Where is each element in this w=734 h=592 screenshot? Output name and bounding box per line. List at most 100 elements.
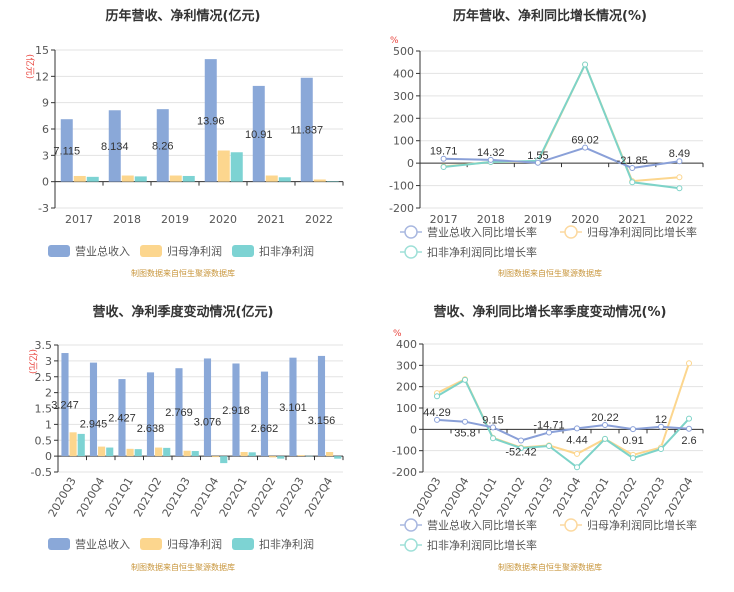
legend-marker-icon xyxy=(404,245,418,259)
data-point xyxy=(630,455,636,462)
bar-1 xyxy=(60,119,73,182)
y-tick-label: 200 xyxy=(396,381,417,394)
data-label: 3.247 xyxy=(51,400,79,412)
legend-marker-icon xyxy=(564,225,578,239)
data-label: 4.44 xyxy=(566,434,587,446)
data-label: 3.101 xyxy=(279,402,307,414)
bar-3 xyxy=(248,452,256,457)
chart-title: 历年营收、净利同比增长情况(%) xyxy=(453,8,647,24)
bar-2 xyxy=(169,175,182,182)
data-point xyxy=(602,422,608,429)
legend-label: 归母净利润 xyxy=(167,537,222,551)
legend-swatch xyxy=(48,538,70,550)
legend-marker-icon xyxy=(404,518,418,532)
x-tick-label: 2020 xyxy=(571,213,599,226)
x-tick-label: 2017 xyxy=(65,213,93,226)
data-point xyxy=(630,426,636,433)
x-tick-label: 2022 xyxy=(665,213,693,226)
bar-2 xyxy=(265,175,278,182)
bar-1 xyxy=(61,353,69,457)
chart-3: 营收、净利季度变动情况(亿元) 3.5 3 2.5 2 1.5 1 0.5 0 -0.5 (亿元) 2… xyxy=(27,304,344,572)
y-tick-label: 100 xyxy=(393,135,414,148)
x-tick-label: 2019 xyxy=(524,213,552,226)
series-line-3 xyxy=(436,378,690,469)
bar-3 xyxy=(305,455,313,457)
bar-1 xyxy=(289,357,297,457)
unit-label: (亿元) xyxy=(27,349,39,374)
bar-1 xyxy=(156,109,169,182)
y-tick-label: 0 xyxy=(45,450,52,463)
data-label: 2.638 xyxy=(137,423,165,435)
y-tick-label: -3 xyxy=(38,202,49,215)
data-point xyxy=(462,376,468,383)
data-point xyxy=(434,393,440,400)
bar-2 xyxy=(69,432,77,457)
y-tick-label: 2 xyxy=(45,387,52,400)
bar-1 xyxy=(300,77,313,182)
series-line-1 xyxy=(436,418,690,442)
data-label: 3.156 xyxy=(308,415,336,427)
x-tick-label: 2020 xyxy=(209,213,237,226)
data-label: 44.29 xyxy=(423,407,451,419)
legend-label: 归母净利润同比增长率 xyxy=(587,518,697,532)
legend-label: 营业总收入 xyxy=(75,244,130,258)
y-tick-label: -100 xyxy=(389,180,414,193)
bar-2 xyxy=(121,175,134,182)
chart-title: 营收、净利季度变动情况(亿元) xyxy=(93,304,274,320)
data-label: 14.32 xyxy=(477,147,505,159)
y-tick-label: -100 xyxy=(392,445,417,458)
data-label: 10.91 xyxy=(245,129,273,141)
bar-1 xyxy=(317,355,326,457)
y-tick-label: -0.5 xyxy=(31,466,52,479)
data-point xyxy=(629,165,636,172)
data-point xyxy=(462,418,468,425)
bar-3 xyxy=(86,176,99,182)
bar-1 xyxy=(146,372,155,457)
bar-2 xyxy=(155,447,163,457)
chart-title: 历年营收、净利情况(亿元) xyxy=(106,8,261,24)
data-point xyxy=(582,61,589,68)
bar-2 xyxy=(313,179,326,182)
data-point xyxy=(602,435,608,442)
data-point xyxy=(574,450,580,457)
data-label: 2.945 xyxy=(80,418,108,430)
bar-1 xyxy=(260,371,269,457)
data-label: 8.26 xyxy=(152,140,173,152)
y-tick-label: 200 xyxy=(393,112,414,125)
bar-1 xyxy=(252,85,265,182)
bar-2 xyxy=(126,448,134,457)
data-point xyxy=(518,445,524,452)
y-tick-label: 3 xyxy=(42,149,49,162)
legend-label: 扣非净利润同比增长率 xyxy=(427,245,537,259)
data-label: -14.71 xyxy=(533,419,564,431)
bar-1 xyxy=(89,362,98,457)
data-label: 19.71 xyxy=(430,146,458,158)
data-point xyxy=(686,425,692,432)
y-tick-label: 400 xyxy=(396,338,417,351)
bar-2 xyxy=(240,451,248,457)
y-tick-label: 300 xyxy=(393,90,414,103)
x-tick-label: 2017 xyxy=(430,213,458,226)
data-point xyxy=(518,437,524,444)
bar-3 xyxy=(163,447,171,457)
data-point xyxy=(574,425,580,432)
legend-label: 营业总收入同比增长率 xyxy=(427,518,537,532)
bar-2 xyxy=(217,150,230,182)
series-line-1 xyxy=(443,146,680,170)
data-label: 2.769 xyxy=(165,407,193,419)
data-point xyxy=(534,159,541,166)
bar-3 xyxy=(134,176,147,182)
chart-title: 营收、净利同比增长率季度变动情况(%) xyxy=(434,304,667,320)
source-note: 制图数据来自恒生聚源数据库 xyxy=(131,268,235,278)
y-tick-label: 12 xyxy=(35,70,49,83)
y-tick-label: 15 xyxy=(35,44,49,57)
y-tick-label: 2.5 xyxy=(35,371,53,384)
legend-swatch xyxy=(140,245,162,257)
data-label: 7.115 xyxy=(53,145,80,157)
data-point xyxy=(582,144,589,151)
data-label: 35.8 xyxy=(454,428,475,440)
bar-2 xyxy=(212,456,220,458)
data-point xyxy=(658,423,664,430)
legend-marker-icon xyxy=(564,518,578,532)
data-point xyxy=(686,415,692,422)
